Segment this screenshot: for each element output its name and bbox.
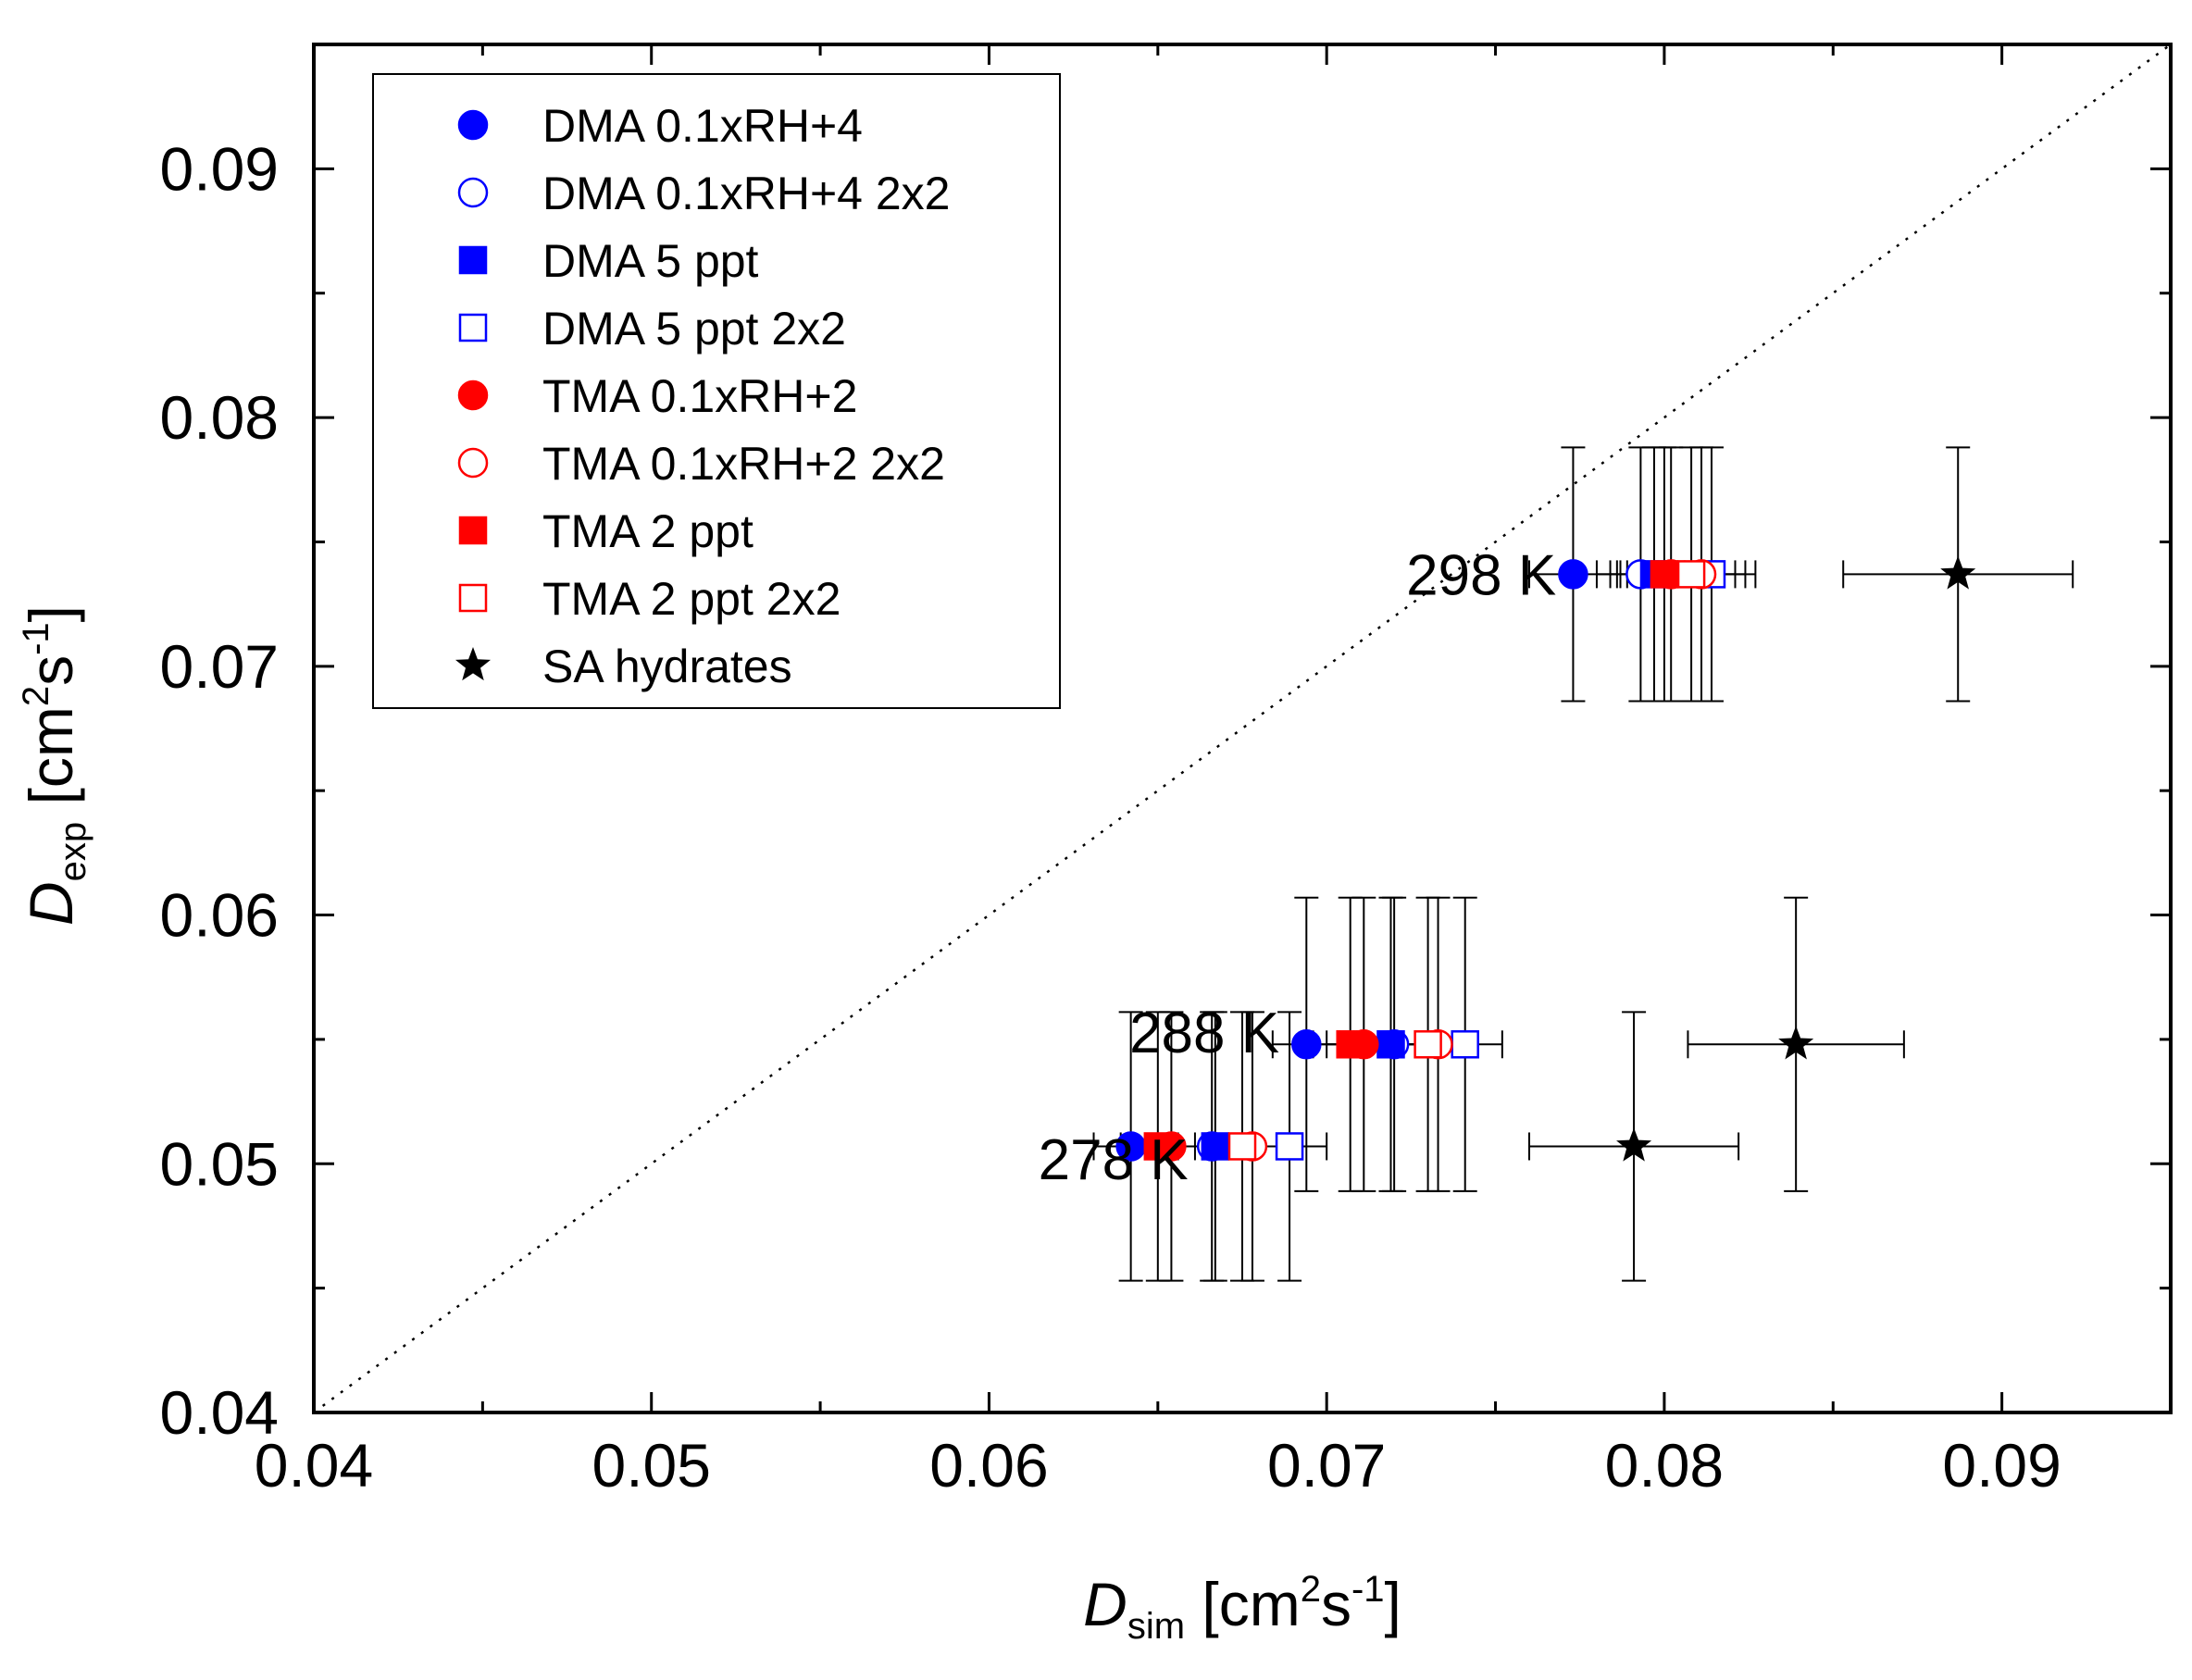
legend-marker <box>458 313 488 342</box>
x-tick-label: 0.06 <box>929 1431 1048 1500</box>
data-point-tma-2-ppt-2x2 <box>1227 1132 1257 1161</box>
data-point-sa-hydrates <box>1616 1127 1652 1162</box>
x-axis-title: Dsim [cm2s-1] <box>1083 1569 1401 1647</box>
y-tick-label: 0.09 <box>160 134 279 203</box>
legend: DMA 0.1xRH+4 DMA 0.1xRH+4 2x2 DMA 5 ppt DMA… <box>372 73 1061 709</box>
x-axis-subscript: sim <box>1127 1606 1185 1647</box>
legend-item: TMA 0.1xRH+2 2x2 <box>457 438 945 490</box>
temperature-label: 278 K <box>1039 1128 1189 1192</box>
data-point-dma-5-ppt-2x2 <box>1275 1132 1304 1161</box>
legend-item: TMA 2 ppt <box>458 505 754 557</box>
data-point-tma-2-ppt <box>1650 560 1679 589</box>
legend-marker <box>457 447 489 479</box>
legend-marker <box>455 647 492 681</box>
x-axis-unit-open: [cm <box>1185 1570 1301 1638</box>
data-point-tma-2-ppt <box>1336 1030 1364 1059</box>
identity-diagonal-line <box>313 43 2172 1414</box>
legend-marker <box>458 583 488 613</box>
legend-marker <box>457 109 489 141</box>
y-axis-sup2: -1 <box>16 622 56 655</box>
y-axis-sup1: 2 <box>16 686 56 706</box>
y-tick-label: 0.07 <box>160 632 279 701</box>
legend-item: TMA 0.1xRH+2 <box>457 370 857 422</box>
x-axis-unit-mid: s <box>1321 1570 1351 1638</box>
data-point-sa-hydrates <box>1940 555 1976 590</box>
legend-label: TMA 0.1xRH+2 <box>542 370 857 422</box>
x-axis-unit-close: ] <box>1385 1570 1401 1638</box>
data-point-sa-hydrates <box>1778 1026 1814 1060</box>
y-tick-label: 0.08 <box>160 383 279 452</box>
data-point-tma-2-ppt-2x2 <box>1676 560 1706 589</box>
legend-label: DMA 0.1xRH+4 <box>542 100 863 152</box>
y-axis-unit-close: ] <box>17 605 85 622</box>
legend-item: DMA 5 ppt <box>458 235 759 287</box>
x-axis-sup2: -1 <box>1351 1569 1385 1610</box>
legend-items: DMA 0.1xRH+4 DMA 0.1xRH+4 2x2 DMA 5 ppt DMA… <box>455 100 950 692</box>
y-tick-label: 0.05 <box>160 1129 279 1198</box>
y-tick-label: 0.04 <box>160 1378 279 1447</box>
y-tick-label: 0.06 <box>160 881 279 950</box>
x-tick-label: 0.07 <box>1267 1431 1386 1500</box>
temperature-label: 298 K <box>1406 543 1556 607</box>
legend-marker <box>457 380 489 411</box>
data-point-dma-5-ppt <box>1376 1030 1405 1059</box>
y-axis-title: Dexp [cm2s-1] <box>16 605 93 926</box>
legend-item: TMA 2 ppt 2x2 <box>458 573 841 625</box>
legend-item: SA hydrates <box>455 641 792 692</box>
legend-label: DMA 5 ppt <box>542 235 759 287</box>
data-point-dma-0-1xrh-4 <box>1291 1029 1322 1060</box>
data-point-dma-0-1xrh-4 <box>1558 559 1588 590</box>
x-tick-label: 0.04 <box>255 1431 373 1500</box>
x-axis-symbol: D <box>1083 1570 1127 1638</box>
legend-marker <box>457 177 489 208</box>
data-point-dma-5-ppt <box>1201 1132 1230 1161</box>
legend-label: TMA 2 ppt <box>542 505 754 557</box>
x-tick-label: 0.09 <box>1942 1431 2061 1500</box>
annotations-layer: 298 K 288 K 278 K <box>1039 543 1557 1192</box>
data-point-dma-5-ppt-2x2 <box>1451 1030 1479 1059</box>
x-tick-label: 0.08 <box>1605 1431 1724 1500</box>
temperature-label: 288 K <box>1129 1002 1279 1065</box>
legend-marker <box>458 516 488 545</box>
tick-labels-layer: 0.04 0.05 0.06 0.07 0.08 0.09 0.04 0.05 0.06 0.07… <box>160 134 2061 1500</box>
data-point-tma-2-ppt <box>1143 1132 1173 1161</box>
y-axis-subscript: exp <box>53 822 93 882</box>
legend-label: DMA 0.1xRH+4 2x2 <box>542 168 950 219</box>
data-point-tma-2-ppt-2x2 <box>1414 1030 1442 1059</box>
y-axis-unit-open: [cm <box>17 706 85 822</box>
legend-label: DMA 5 ppt 2x2 <box>542 303 846 355</box>
legend-item: DMA 0.1xRH+4 <box>457 100 863 152</box>
legend-marker <box>458 245 488 275</box>
y-axis-unit-mid: s <box>17 655 85 686</box>
ticks-layer <box>312 43 2173 1414</box>
legend-label: TMA 0.1xRH+2 2x2 <box>542 438 945 490</box>
y-axis-symbol: D <box>17 881 85 926</box>
plot-frame <box>312 43 2173 1414</box>
legend-label: TMA 2 ppt 2x2 <box>542 573 841 625</box>
legend-item: DMA 5 ppt 2x2 <box>458 303 846 355</box>
x-axis-sup1: 2 <box>1301 1569 1321 1610</box>
legend-item: DMA 0.1xRH+4 2x2 <box>457 168 950 219</box>
legend-label: SA hydrates <box>542 641 792 692</box>
x-tick-label: 0.05 <box>592 1431 710 1500</box>
legend-box <box>372 73 1061 709</box>
series-layer <box>1092 446 2074 1282</box>
